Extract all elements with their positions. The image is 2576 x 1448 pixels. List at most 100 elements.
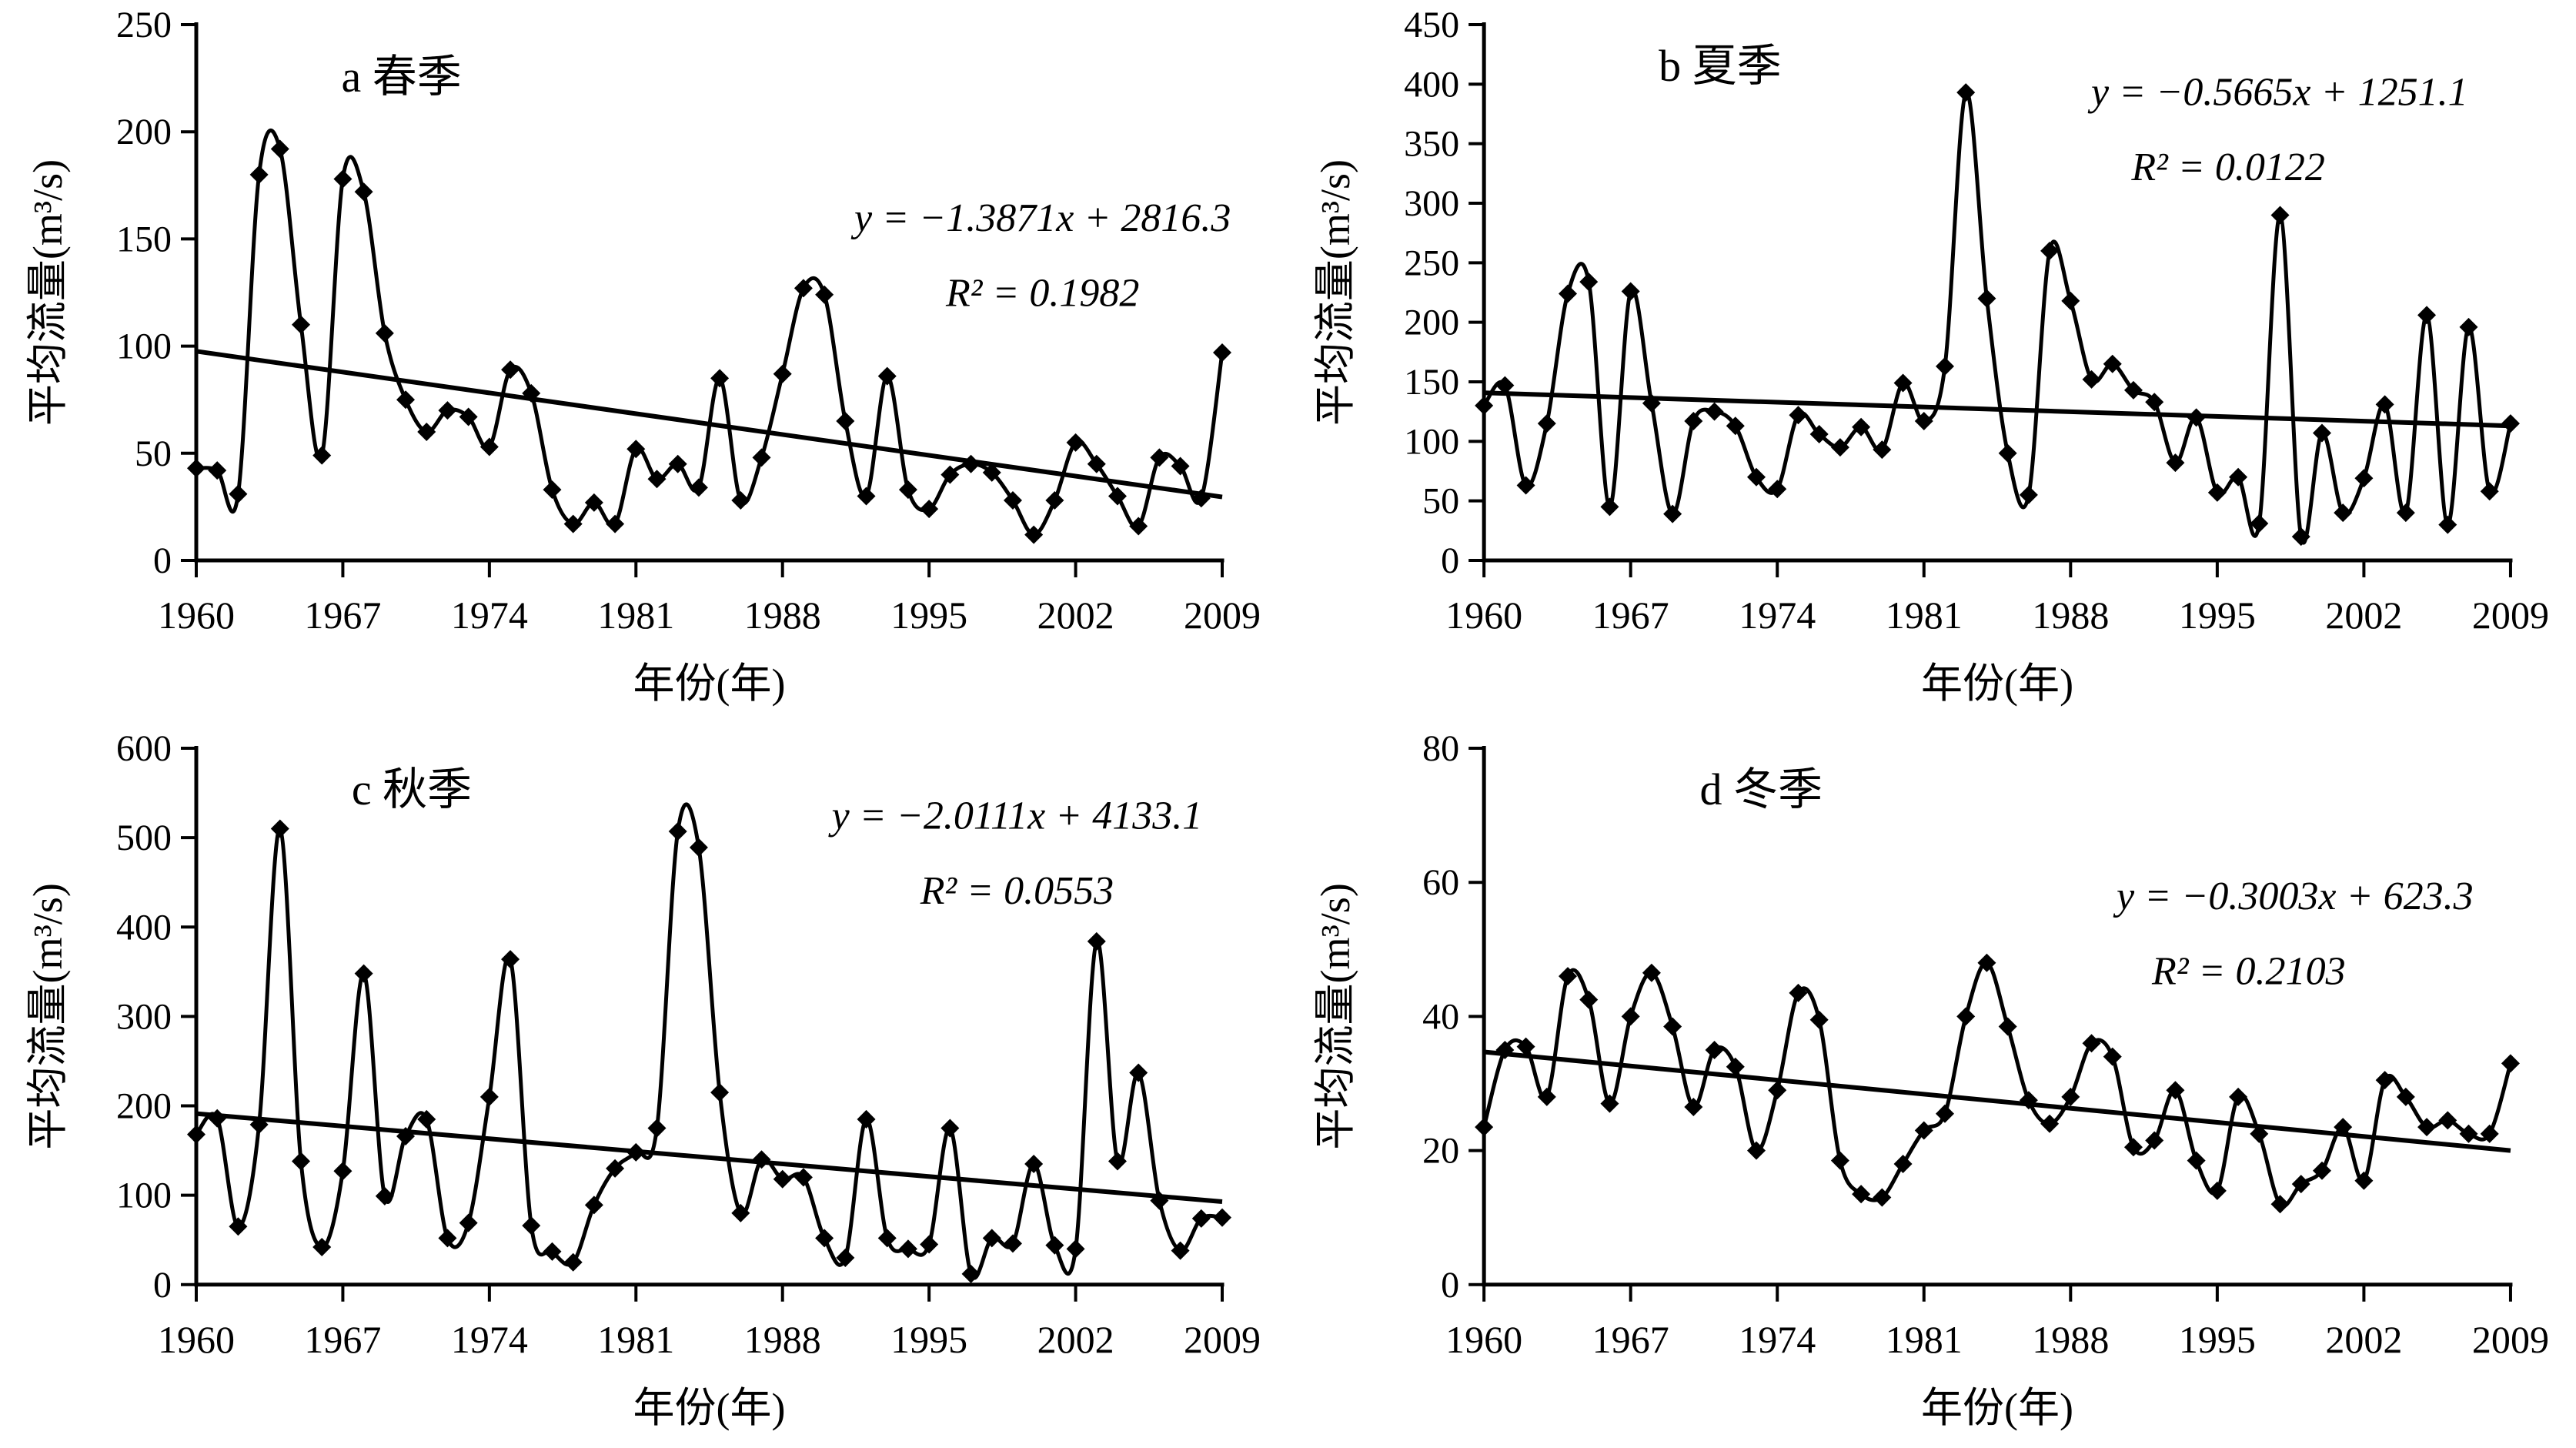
data-point-marker <box>459 1213 478 1232</box>
data-point-marker <box>1600 497 1619 517</box>
data-point-marker <box>1663 504 1682 523</box>
data-point-marker <box>794 1168 813 1187</box>
data-point-marker <box>2187 408 2206 427</box>
data-point-marker <box>689 838 708 857</box>
y-tick-label: 200 <box>116 112 172 152</box>
y-tick-label: 0 <box>153 1265 172 1306</box>
data-point-marker <box>1726 1057 1745 1076</box>
data-point-marker <box>710 369 730 388</box>
data-point-marker <box>2040 241 2060 260</box>
data-point-marker <box>647 470 667 489</box>
equation-label: y = −1.3871x + 2816.3 <box>850 196 1231 240</box>
data-point-marker <box>563 1252 583 1272</box>
data-point-marker <box>2040 1114 2060 1133</box>
data-point-marker <box>877 366 897 386</box>
data-point-marker <box>2229 1087 2248 1106</box>
trend-line <box>1483 1049 2511 1153</box>
x-tick-label: 2009 <box>1184 1318 1261 1361</box>
data-point-marker <box>2417 1118 2437 1137</box>
data-point-marker <box>2354 1171 2374 1190</box>
y-tick-label: 50 <box>135 433 172 474</box>
data-point-marker <box>1559 284 1578 303</box>
data-point-marker <box>354 964 373 983</box>
data-point-marker <box>1150 448 1169 467</box>
data-point-marker <box>1998 443 2017 463</box>
data-point-marker <box>1087 931 1106 951</box>
data-point-marker <box>563 514 583 533</box>
data-point-marker <box>584 493 603 512</box>
data-point-marker <box>2396 1087 2415 1106</box>
data-point-marker <box>2334 1118 2353 1137</box>
data-point-marker <box>2019 1091 2038 1110</box>
data-point-marker <box>1537 414 1556 433</box>
data-point-marker <box>1684 1097 1703 1116</box>
y-tick-label: 80 <box>1422 728 1459 769</box>
data-point-marker <box>270 139 289 159</box>
x-tick-label: 1995 <box>890 594 967 637</box>
x-tick-label: 1974 <box>451 1318 528 1361</box>
y-tick-label: 100 <box>116 1175 172 1216</box>
data-point-marker <box>459 407 478 426</box>
data-point-marker <box>1213 1208 1231 1227</box>
data-point-marker <box>1066 433 1085 452</box>
data-point-marker <box>2354 469 2374 488</box>
data-point-marker <box>312 1237 332 1257</box>
r-squared-label: R² = 0.1982 <box>945 271 1139 315</box>
y-tick-label: 400 <box>1404 64 1459 105</box>
x-tick-label: 2009 <box>2472 594 2549 637</box>
y-tick-label: 250 <box>1404 242 1459 283</box>
x-tick-label: 1967 <box>304 594 381 637</box>
data-point-marker <box>2207 1181 2227 1200</box>
data-point-marker <box>417 422 436 441</box>
data-point-marker <box>1621 1007 1640 1026</box>
x-tick-label: 1974 <box>1739 594 1816 637</box>
data-point-marker <box>375 1186 394 1206</box>
r-squared-label: R² = 0.0122 <box>2130 145 2325 189</box>
data-point-marker <box>208 1109 227 1128</box>
x-tick-label: 1981 <box>597 594 674 637</box>
data-point-marker <box>898 480 917 500</box>
x-tick-label: 2002 <box>1037 594 1114 637</box>
data-point-marker <box>543 480 562 500</box>
data-point-marker <box>1852 417 1871 436</box>
data-point-marker <box>1045 491 1064 510</box>
data-point-marker <box>668 822 687 841</box>
data-point-marker <box>2396 503 2415 523</box>
data-point-marker <box>626 440 646 459</box>
data-point-marker <box>815 1229 834 1248</box>
data-point-marker <box>2019 485 2038 504</box>
panel-c-autumn: 0 100 200 300 400 500 600 1960 1967 1974 1981 1988 1… <box>0 724 1288 1448</box>
y-tick-label: 400 <box>116 907 172 948</box>
panel-d-chart: 0 20 40 60 80 1960 1967 1974 1981 1988 1995 2002 200… <box>1312 728 2549 1431</box>
data-point-marker <box>249 165 269 184</box>
equation-label: y = −0.5665x + 1251.1 <box>2087 70 2468 114</box>
data-point-marker <box>1066 1239 1085 1259</box>
data-point-marker <box>606 514 625 533</box>
data-point-marker <box>2187 1151 2206 1170</box>
data-point-marker <box>1852 1185 1871 1204</box>
data-point-marker <box>2061 291 2080 310</box>
data-point-marker <box>1998 1017 2017 1036</box>
data-point-marker <box>1559 967 1578 986</box>
data-point-marker <box>2103 354 2122 373</box>
data-point-marker <box>857 487 876 506</box>
data-point-marker <box>2459 317 2478 336</box>
y-tick-label: 100 <box>1404 421 1459 462</box>
x-tick-label: 2002 <box>1037 1318 1114 1361</box>
data-point-marker <box>1642 393 1661 413</box>
data-point-marker <box>668 454 687 473</box>
x-tick-label: 1960 <box>158 594 235 637</box>
data-point-marker <box>312 446 332 465</box>
data-point-marker <box>898 1239 917 1259</box>
data-point-marker <box>2250 514 2269 533</box>
y-tick-label: 20 <box>1422 1131 1459 1172</box>
data-point-marker <box>1003 491 1022 510</box>
y-tick-label: 500 <box>116 818 172 858</box>
data-point-marker <box>375 323 394 343</box>
data-point-marker <box>1935 356 1955 376</box>
x-tick-label: 1988 <box>744 594 821 637</box>
data-point-marker <box>1024 525 1044 544</box>
data-point-marker <box>1893 1154 1913 1174</box>
data-point-marker <box>731 1203 750 1222</box>
y-tick-label: 300 <box>116 996 172 1037</box>
